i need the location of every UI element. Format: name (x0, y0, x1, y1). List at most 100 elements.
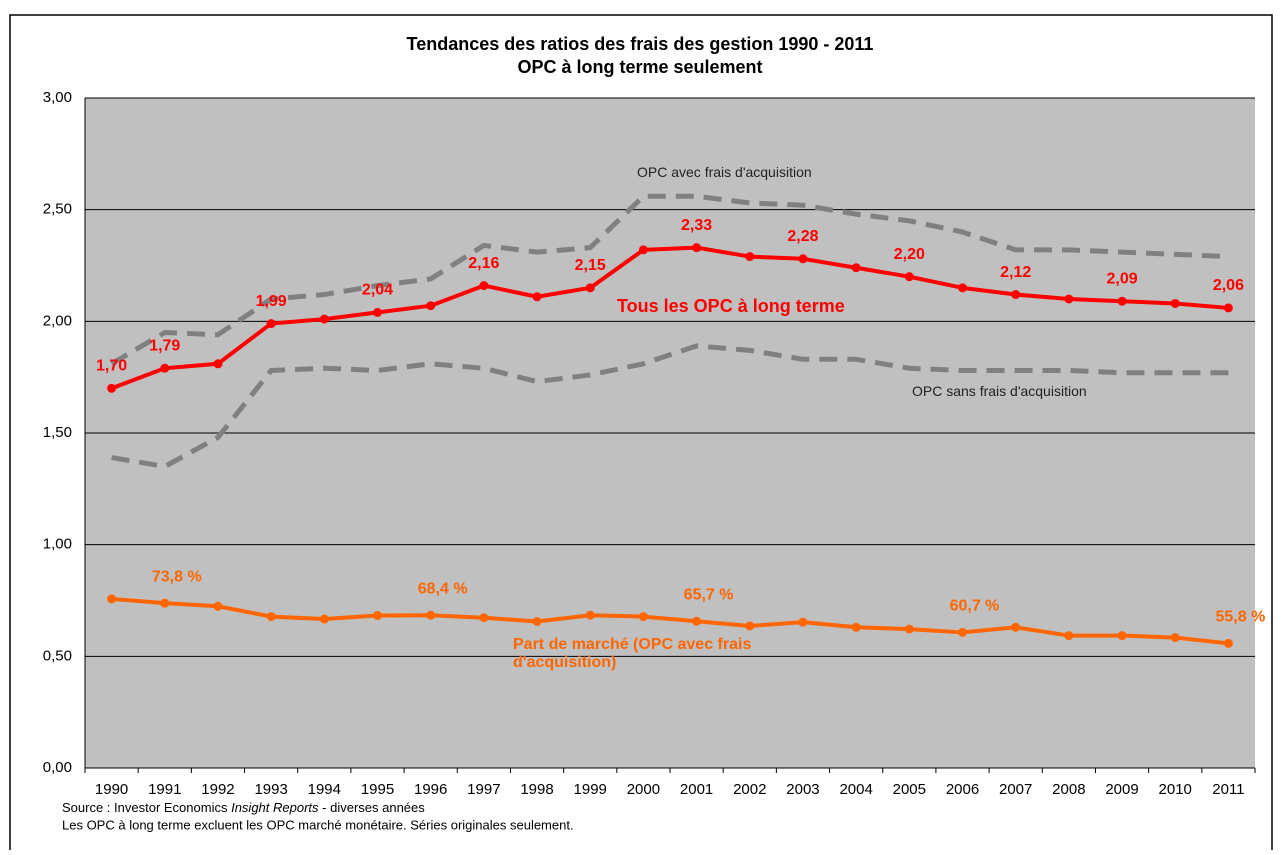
marker (532, 616, 542, 626)
marker (798, 254, 808, 264)
source-italic: Insight Reports (231, 800, 319, 815)
data-label: 1,70 (96, 358, 127, 375)
series-line (110, 245, 1229, 391)
marker (692, 616, 702, 626)
marker (851, 622, 861, 632)
marker (1170, 298, 1180, 308)
marker (373, 307, 382, 317)
marker (585, 283, 595, 293)
x-tick-label: 2010 (1159, 781, 1192, 798)
marker (958, 283, 967, 293)
marker (373, 610, 382, 620)
series-label: Part de marché (OPC avec frais d'acquisi… (513, 636, 752, 671)
marker (266, 319, 276, 329)
series-line (111, 596, 1229, 646)
x-tick-label: 2000 (627, 781, 660, 798)
chart-subtitle: OPC à long terme seulement (517, 57, 762, 77)
x-tick-label: 1998 (520, 781, 553, 798)
marker (851, 263, 861, 273)
marker (479, 613, 489, 623)
data-label: 2,09 (1106, 270, 1137, 287)
y-tick-label: 1,00 (43, 536, 72, 553)
marker (904, 624, 914, 634)
marker (160, 598, 170, 608)
y-tick-label: 0,50 (43, 647, 72, 664)
data-label: 2,28 (787, 228, 818, 245)
data-label: 1,79 (149, 337, 180, 354)
series-label: OPC avec frais d'acquisition (637, 164, 812, 180)
marker (426, 610, 436, 620)
x-tick-label: 1992 (201, 781, 234, 798)
x-tick-label: 1991 (148, 781, 181, 798)
data-label: 1,99 (256, 293, 287, 310)
y-tick-label: 3,00 (43, 89, 72, 106)
source-suffix: - diverses années (322, 800, 425, 815)
series-line (110, 193, 1229, 366)
marker (958, 627, 967, 637)
x-tick-label: 2005 (893, 781, 926, 798)
marker (1117, 296, 1127, 306)
marker (1011, 290, 1021, 300)
marker (1223, 303, 1233, 313)
marker (319, 314, 329, 324)
data-label: 73,8 % (152, 568, 202, 585)
x-tick-label: 1995 (361, 781, 394, 798)
marker (1223, 638, 1233, 648)
source-prefix: Source : Investor Economics (62, 800, 228, 815)
y-tick-label: 1,50 (43, 424, 72, 441)
marker (160, 363, 170, 373)
x-tick-label: 2003 (786, 781, 819, 798)
data-label: 55,8 % (1216, 609, 1266, 626)
series-label: Tous les OPC à long terme (617, 296, 845, 316)
marker (426, 301, 436, 311)
marker (1011, 622, 1021, 632)
data-label: 2,15 (575, 257, 606, 274)
marker (904, 272, 914, 282)
x-tick-label: 2001 (680, 781, 713, 798)
x-tick-label: 2002 (733, 781, 766, 798)
marker (107, 594, 117, 604)
y-tick-label: 0,00 (43, 759, 72, 776)
data-label: 2,06 (1213, 277, 1244, 294)
chart-title: Tendances des ratios des frais des gesti… (407, 34, 874, 54)
data-label: 2,20 (894, 246, 925, 263)
x-tick-label: 2011 (1212, 781, 1244, 798)
marker (1064, 631, 1074, 641)
series-label: OPC sans frais d'acquisition (912, 383, 1087, 399)
data-label: 65,7 % (684, 586, 734, 603)
x-tick-label: 2009 (1105, 781, 1138, 798)
data-label: 2,33 (681, 217, 712, 234)
data-label: 60,7 % (950, 598, 1000, 615)
data-label: 2,04 (362, 282, 393, 299)
marker (798, 617, 808, 627)
note: Les OPC à long terme excluent les OPC ma… (62, 817, 574, 832)
marker (479, 281, 489, 291)
marker (745, 621, 755, 631)
source: Source : Investor Economics Insight Repo… (62, 800, 425, 815)
marker (107, 383, 117, 393)
marker (585, 610, 595, 620)
marker (266, 612, 276, 622)
x-tick-label: 2008 (1052, 781, 1085, 798)
data-label: 68,4 % (418, 580, 468, 597)
marker (532, 292, 542, 302)
marker (213, 601, 223, 611)
x-tick-label: 1990 (95, 781, 128, 798)
x-tick-label: 1999 (574, 781, 607, 798)
marker (692, 243, 702, 253)
x-tick-label: 2007 (999, 781, 1032, 798)
x-tick-label: 2004 (839, 781, 872, 798)
series-line (111, 343, 1229, 469)
data-label: 2,16 (468, 255, 499, 272)
marker (1117, 631, 1127, 641)
y-tick-label: 2,50 (43, 201, 72, 218)
x-tick-label: 1993 (254, 781, 287, 798)
marker (1064, 294, 1074, 304)
x-tick-label: 1996 (414, 781, 447, 798)
x-tick-label: 1997 (467, 781, 500, 798)
marker (1170, 633, 1180, 643)
marker (638, 612, 648, 622)
marker (745, 252, 755, 262)
